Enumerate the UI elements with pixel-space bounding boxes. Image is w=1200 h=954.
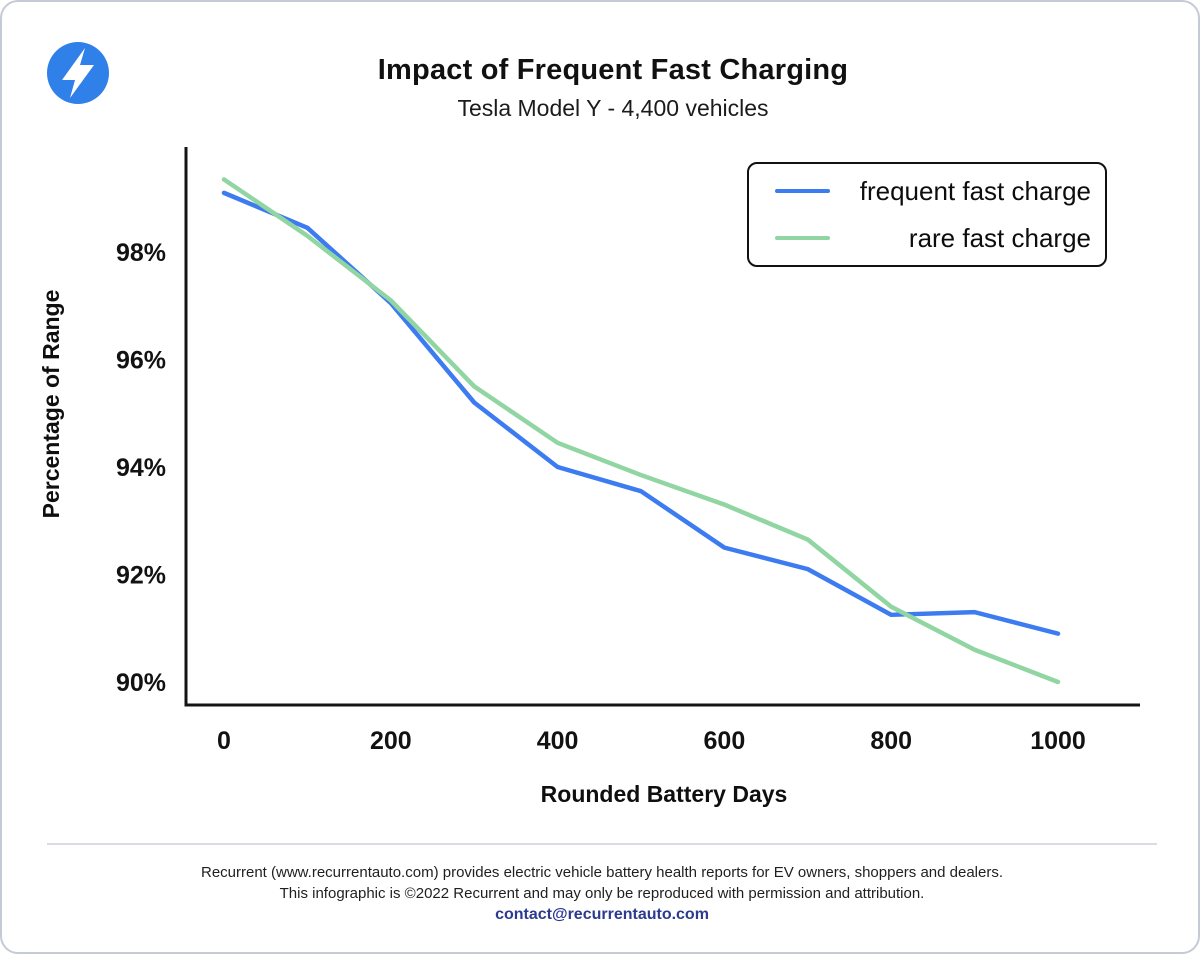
recurrent-logo [47, 42, 109, 104]
x-tick-label: 1000 [1030, 727, 1086, 755]
y-axis-label: Percentage of Range [38, 290, 64, 519]
x-tick-label: 200 [370, 727, 412, 755]
lightning-bolt-icon [62, 48, 94, 98]
x-axis-label: Rounded Battery Days [541, 781, 788, 807]
header: Impact of Frequent Fast Charging Tesla M… [2, 54, 1198, 122]
x-tick-label: 600 [704, 727, 746, 755]
footer-text-line2: This infographic is ©2022 Recurrent and … [279, 885, 925, 902]
page-subtitle: Tesla Model Y - 4,400 vehicles [457, 95, 769, 121]
legend-item-rare-fast-charge: rare fast charge [775, 219, 1091, 257]
legend-label: rare fast charge [908, 222, 1091, 253]
x-tick-label: 400 [537, 727, 579, 755]
y-tick-label: 98% [116, 239, 166, 267]
y-tick-label: 92% [116, 562, 166, 590]
series-line-rare-fast-charge [221, 177, 1061, 685]
legend-label: frequent fast charge [859, 175, 1091, 206]
x-axis-ticks: 0 200 400 600 800 1000 [217, 727, 1086, 755]
y-tick-label: 90% [116, 669, 166, 697]
legend-swatch-frequent-fast-charge [775, 188, 830, 194]
footer-divider [47, 843, 1157, 845]
y-tick-label: 94% [116, 454, 166, 482]
legend-item-frequent-fast-charge: frequent fast charge [775, 172, 1091, 210]
axis-spines [184, 147, 1140, 707]
x-tick-label: 0 [217, 727, 231, 755]
legend-swatch-rare-fast-charge [775, 235, 830, 241]
page-title: Impact of Frequent Fast Charging [377, 54, 849, 86]
footer-text-line1: Recurrent (www.recurrentauto.com) provid… [200, 864, 1004, 881]
chart-legend: frequent fast charge rare fast charge [747, 162, 1107, 267]
series-lines [221, 177, 1061, 685]
contact-email-link[interactable]: contact@recurrentauto.com [495, 906, 709, 923]
y-tick-label: 96% [116, 347, 166, 375]
x-tick-label: 800 [870, 727, 912, 755]
y-axis-ticks: 98% 96% 94% 92% 90% [116, 239, 166, 697]
